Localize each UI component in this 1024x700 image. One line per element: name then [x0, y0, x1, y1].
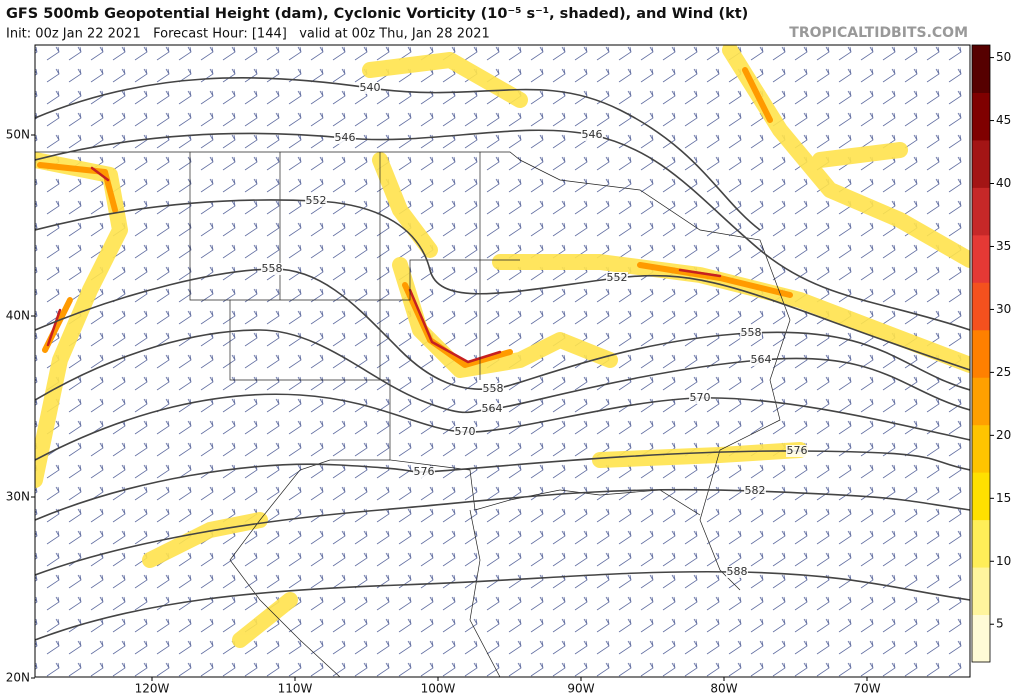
colorbar-step	[972, 45, 990, 93]
lat-label: 30N	[6, 490, 30, 504]
contour-label: 552	[607, 271, 628, 284]
lon-label: 80W	[710, 682, 737, 696]
contour-label: 546	[582, 128, 603, 141]
lat-label: 20N	[6, 671, 30, 685]
contour-label-bg	[726, 566, 748, 578]
contour-label: 540	[360, 81, 381, 94]
contour-label-bg	[750, 354, 772, 366]
colorbar-step	[972, 424, 990, 473]
lon-label: 120W	[135, 682, 170, 696]
contour-label-bg	[454, 426, 476, 438]
colorbar-step	[972, 329, 990, 378]
contour-label-bg	[305, 195, 327, 207]
colorbar-step	[972, 519, 990, 568]
colorbar-label: 40	[996, 176, 1011, 190]
colorbar-step	[972, 614, 990, 663]
title: GFS 500mb Geopotential Height (dam), Cyc…	[6, 6, 748, 22]
colorbar-frame	[971, 44, 991, 663]
contour-label: 576	[787, 444, 808, 457]
map-frame	[34, 44, 971, 678]
colorbar-label: 50	[996, 50, 1011, 64]
contour-label: 558	[741, 326, 762, 339]
contour-label: 552	[306, 194, 327, 207]
contour-label: 576	[414, 465, 435, 478]
colorbar-label: 25	[996, 365, 1011, 379]
colorbar-label: 20	[996, 428, 1011, 442]
contour-label-bg	[689, 392, 711, 404]
subtitle: Init: 00z Jan 22 2021 Forecast Hour: [14…	[6, 27, 490, 42]
contour-label-bg	[744, 485, 766, 497]
contour-label: 588	[727, 565, 748, 578]
contour-label-bg	[482, 383, 504, 395]
contour-label-bg	[413, 466, 435, 478]
contour-label-bg	[606, 272, 628, 284]
map-area	[35, 45, 970, 677]
colorbar-step	[972, 472, 990, 521]
contour-label-bg	[740, 327, 762, 339]
lat-label: 40N	[6, 309, 30, 323]
colorbar-label: 10	[996, 554, 1011, 568]
colorbar-step	[972, 282, 990, 331]
contour-label: 570	[690, 391, 711, 404]
contour-label-bg	[581, 129, 603, 141]
contour-label-bg	[786, 445, 808, 457]
colorbar-label: 15	[996, 491, 1011, 505]
watermark: TROPICALTIDBITS.COM	[789, 25, 968, 41]
colorbar-step	[972, 377, 990, 426]
colorbar-step	[972, 139, 990, 188]
colorbar-step	[972, 234, 990, 283]
boundaries	[35, 151, 791, 677]
contour-label: 564	[482, 402, 503, 415]
colorbar-step	[972, 567, 990, 616]
lon-label: 90W	[567, 682, 594, 696]
contour-label-bg	[481, 403, 503, 415]
contour-label-bg	[334, 132, 356, 144]
contour-label-bg	[261, 263, 283, 275]
lon-label: 110W	[278, 682, 313, 696]
colorbar-label: 5	[996, 617, 1004, 631]
lon-label: 100W	[421, 682, 456, 696]
contour-label-bg	[359, 82, 381, 94]
contour-label: 564	[751, 353, 772, 366]
colorbar-label: 30	[996, 302, 1011, 316]
colorbar-step	[972, 92, 990, 141]
contour-label: 546	[335, 131, 356, 144]
contour-label: 570	[455, 425, 476, 438]
colorbar-step	[972, 187, 990, 236]
contour-label: 558	[262, 262, 283, 275]
colorbar-label: 35	[996, 239, 1011, 253]
colorbar-label: 45	[996, 113, 1011, 127]
lon-label: 70W	[853, 682, 880, 696]
contour-label: 558	[483, 382, 504, 395]
lat-label: 50N	[6, 128, 30, 142]
contour-label: 582	[745, 484, 766, 497]
